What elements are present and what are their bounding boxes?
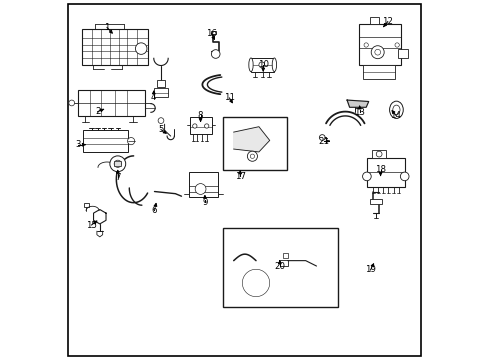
Bar xyxy=(358,24,401,65)
Bar xyxy=(283,253,287,258)
Bar xyxy=(189,117,212,134)
Circle shape xyxy=(195,184,205,194)
Bar xyxy=(371,150,385,158)
Circle shape xyxy=(242,269,269,297)
Text: 18: 18 xyxy=(374,166,386,175)
Circle shape xyxy=(319,135,325,140)
Text: 16: 16 xyxy=(205,29,217,38)
Circle shape xyxy=(127,138,134,145)
Circle shape xyxy=(249,276,262,289)
Circle shape xyxy=(192,124,197,128)
Circle shape xyxy=(250,154,254,158)
Bar xyxy=(84,203,89,207)
Bar xyxy=(83,130,128,152)
Ellipse shape xyxy=(272,58,276,72)
Bar xyxy=(223,117,286,170)
Circle shape xyxy=(204,124,208,128)
Text: 19: 19 xyxy=(365,266,375,275)
Circle shape xyxy=(211,50,220,58)
Text: 17: 17 xyxy=(234,172,245,181)
Bar xyxy=(279,260,287,266)
Bar xyxy=(397,49,407,58)
Ellipse shape xyxy=(248,58,253,72)
Bar xyxy=(211,31,216,34)
Bar xyxy=(369,17,378,24)
Text: 20: 20 xyxy=(274,262,285,271)
Bar xyxy=(153,88,168,97)
Bar xyxy=(366,158,404,187)
Circle shape xyxy=(375,151,381,157)
Text: 10: 10 xyxy=(257,60,268,69)
Circle shape xyxy=(158,118,163,123)
Text: 6: 6 xyxy=(151,206,157,215)
Polygon shape xyxy=(233,127,269,152)
Text: 5: 5 xyxy=(158,125,163,134)
Text: 2: 2 xyxy=(95,107,100,116)
Text: 8: 8 xyxy=(198,111,203,120)
Bar xyxy=(157,80,164,87)
Bar xyxy=(362,65,394,79)
Bar xyxy=(250,58,274,72)
Text: 3: 3 xyxy=(75,140,81,149)
Ellipse shape xyxy=(392,105,399,114)
Text: 1: 1 xyxy=(104,23,109,32)
Bar xyxy=(370,199,381,204)
Circle shape xyxy=(374,49,380,55)
Circle shape xyxy=(363,43,367,47)
Text: 14: 14 xyxy=(389,111,400,120)
Bar xyxy=(114,161,121,166)
Text: 9: 9 xyxy=(202,198,207,207)
Circle shape xyxy=(394,43,399,47)
Text: 15: 15 xyxy=(86,220,97,230)
Text: 11: 11 xyxy=(224,94,234,103)
Circle shape xyxy=(400,172,408,181)
Polygon shape xyxy=(346,100,368,107)
Text: 12: 12 xyxy=(382,17,392,26)
Circle shape xyxy=(362,172,370,181)
Circle shape xyxy=(114,160,121,167)
Bar xyxy=(81,29,148,65)
Text: 13: 13 xyxy=(353,108,365,117)
Circle shape xyxy=(69,100,75,106)
Text: 7: 7 xyxy=(115,173,120,182)
Circle shape xyxy=(135,43,146,54)
Bar xyxy=(188,172,218,197)
Circle shape xyxy=(370,46,384,59)
Bar xyxy=(78,90,144,116)
Circle shape xyxy=(244,272,266,294)
Polygon shape xyxy=(93,210,106,224)
Text: 21: 21 xyxy=(318,137,328,146)
Bar xyxy=(223,228,337,307)
Circle shape xyxy=(110,156,125,172)
Circle shape xyxy=(247,151,257,161)
Circle shape xyxy=(258,62,264,68)
Ellipse shape xyxy=(389,101,403,118)
Text: 4: 4 xyxy=(151,94,156,103)
